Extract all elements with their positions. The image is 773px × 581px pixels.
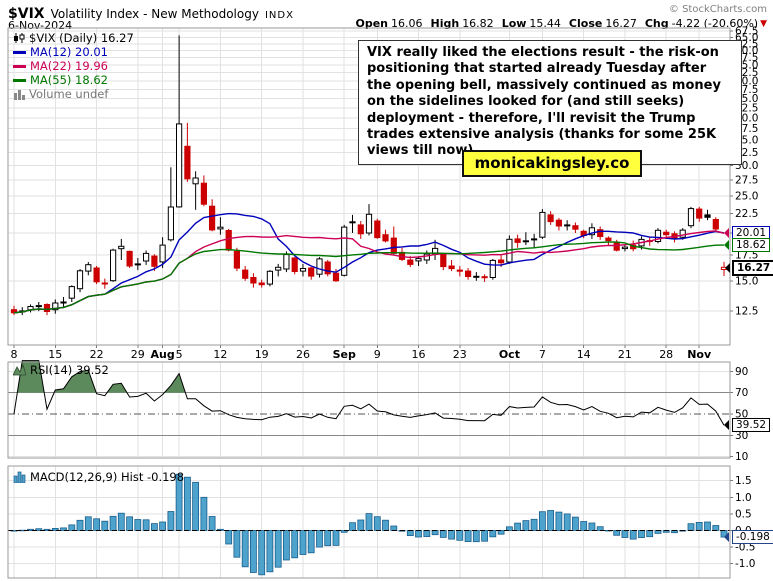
svg-text:21: 21 (618, 348, 632, 361)
svg-text:23: 23 (453, 348, 467, 361)
high-value: 16.82 (462, 17, 494, 30)
legend-volume-label: Volume undef (29, 87, 109, 101)
rsi-panel-label-row: RSI(14) 39.52 (13, 363, 109, 377)
legend-ma22-label: MA(22) 19.96 (30, 59, 108, 73)
legend-ma12-label: MA(12) 20.01 (30, 45, 108, 59)
change-value: -4.22 (-20.60%) (671, 17, 759, 30)
legend-volume-row: Volume undef (13, 87, 134, 101)
badge-arrow-icon (724, 532, 729, 542)
ma55-axis-value: 18.62 (736, 239, 767, 251)
symbol: $VIX (8, 6, 45, 22)
svg-text:Nov: Nov (687, 348, 712, 361)
svg-text:90: 90 (735, 366, 748, 378)
legend-ma22-row: MA(22) 19.96 (13, 59, 134, 73)
low-label: Low (501, 17, 527, 30)
ma22-line-swatch-icon (13, 64, 26, 68)
ma55-axis-badge: 18.62 (724, 238, 771, 252)
open-value: 16.06 (391, 17, 423, 30)
ma12-line-swatch-icon (13, 50, 26, 54)
rsi-axis-badge: 39.52 (724, 418, 771, 432)
site-watermark: monicakingsley.co (462, 150, 642, 177)
svg-text:16: 16 (412, 348, 426, 361)
legend-main-row: $VIX (Daily) 16.27 (13, 31, 134, 45)
legend-ma55-row: MA(55) 18.62 (13, 73, 134, 87)
chart-date: 6-Nov-2024 (8, 19, 73, 32)
svg-text:12.5: 12.5 (735, 306, 758, 318)
svg-text:1.0: 1.0 (735, 492, 752, 504)
svg-text:70: 70 (735, 387, 748, 399)
macd-axis-badge: -0.198 (724, 530, 773, 544)
legend-ma12-row: MA(12) 20.01 (13, 45, 134, 59)
svg-text:-0.5: -0.5 (735, 542, 756, 554)
last-price-axis-badge: 16.27 (725, 260, 773, 276)
badge-arrow-icon (724, 240, 729, 250)
svg-text:27.5: 27.5 (735, 175, 758, 187)
price-legend: $VIX (Daily) 16.27 MA(12) 20.01 MA(22) 1… (13, 31, 134, 101)
macd-panel-label-row: MACD(12,26,9) Hist -0.198 (13, 470, 184, 484)
badge-arrow-icon (724, 420, 729, 430)
svg-text:19: 19 (255, 348, 269, 361)
svg-text:0.5: 0.5 (735, 508, 752, 520)
open-label: Open (355, 17, 388, 30)
rsi-area-icon (13, 364, 26, 376)
legend-main-label: $VIX (Daily) 16.27 (29, 31, 134, 45)
svg-text:17.5: 17.5 (735, 250, 758, 262)
svg-text:1.5: 1.5 (735, 475, 752, 487)
svg-text:15: 15 (48, 348, 62, 361)
svg-text:22.5: 22.5 (735, 208, 758, 220)
last-price-value: 16.27 (737, 262, 771, 274)
close-label: Close (568, 17, 603, 30)
chart-header: $VIX Volatility Index - New Methodology IN… (8, 3, 294, 22)
macd-axis-value: -0.198 (736, 531, 770, 543)
volume-bars-icon (13, 89, 25, 100)
svg-text:10: 10 (735, 451, 748, 463)
svg-text:30: 30 (735, 430, 748, 442)
svg-text:Oct: Oct (499, 348, 520, 361)
high-label: High (430, 17, 460, 30)
svg-text:Sep: Sep (333, 348, 356, 361)
ma12-axis-value: 20.01 (736, 227, 767, 239)
quote-summary: Open 16.06 High 16.82 Low 15.44 Close 16.27 Chg -… (355, 17, 767, 30)
commentary-note: VIX really liked the elections result - … (358, 40, 742, 165)
svg-text:8: 8 (11, 348, 18, 361)
svg-text:28: 28 (659, 348, 673, 361)
macd-bars-icon (13, 471, 26, 483)
symbol-description: Volatility Index - New Methodology (50, 7, 259, 21)
svg-text:67.5: 67.5 (735, 26, 758, 38)
svg-text:14: 14 (577, 348, 591, 361)
svg-text:50: 50 (735, 408, 748, 420)
low-value: 15.44 (529, 17, 561, 30)
candlestick-chart-icon (13, 32, 25, 44)
svg-text:22: 22 (90, 348, 104, 361)
svg-text:9: 9 (374, 348, 381, 361)
copyright-note: © StockCharts.com (668, 4, 767, 15)
svg-text:25.0: 25.0 (735, 190, 758, 202)
svg-text:7: 7 (539, 348, 546, 361)
ma12-axis-badge: 20.01 (724, 226, 771, 240)
rsi-label: RSI(14) 39.52 (30, 363, 109, 377)
macd-label: MACD(12,26,9) Hist -0.198 (30, 470, 185, 484)
svg-text:26: 26 (296, 348, 310, 361)
svg-text:29: 29 (131, 348, 145, 361)
svg-text:-1.0: -1.0 (735, 558, 756, 570)
close-value: 16.27 (605, 17, 637, 30)
badge-arrow-icon (724, 228, 729, 238)
ma55-line-swatch-icon (13, 78, 26, 82)
change-down-icon: ▼ (760, 19, 767, 29)
svg-text:15.0: 15.0 (735, 275, 758, 287)
svg-text:Aug: Aug (150, 348, 174, 361)
svg-text:5: 5 (176, 348, 183, 361)
change-label: Chg (644, 17, 669, 30)
badge-arrow-icon (725, 263, 730, 273)
rsi-axis-value: 39.52 (736, 419, 767, 431)
legend-ma55-label: MA(55) 18.62 (30, 73, 108, 87)
svg-text:12: 12 (213, 348, 227, 361)
exchange-tag: INDX (264, 10, 294, 21)
